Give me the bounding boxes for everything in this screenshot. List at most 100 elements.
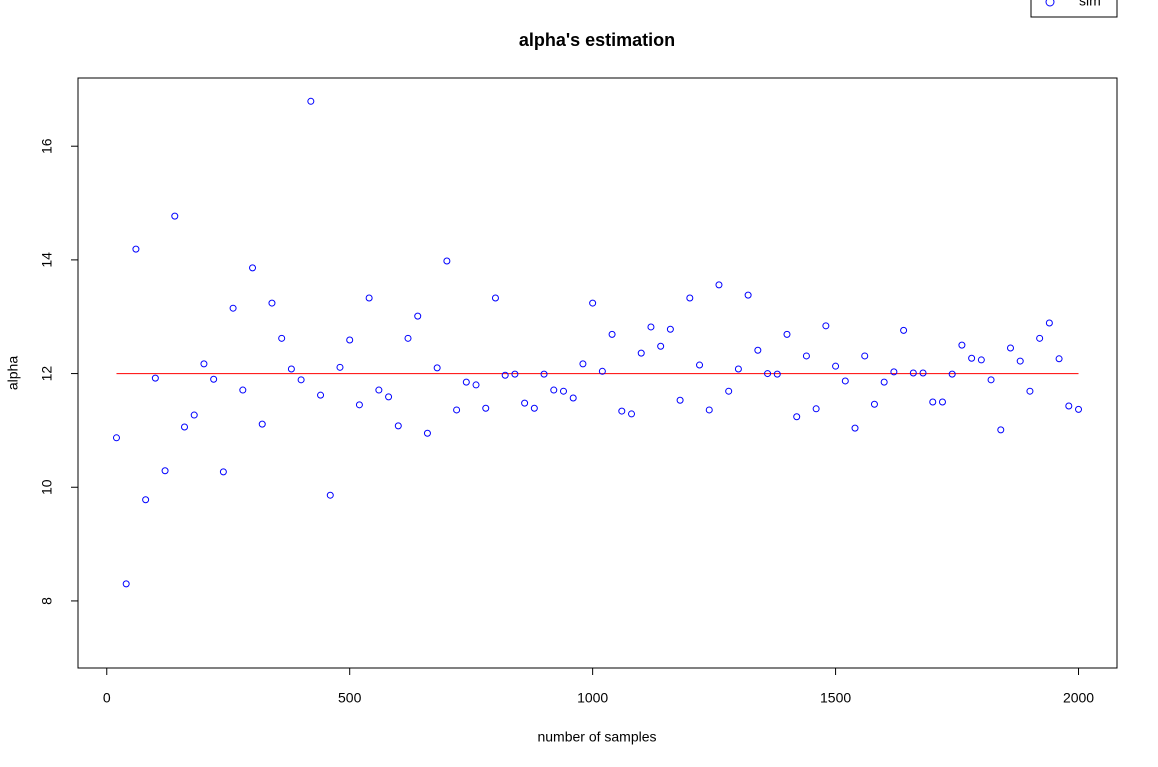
- point: [142, 496, 150, 504]
- point: [346, 336, 354, 344]
- point: [482, 404, 490, 412]
- point: [365, 294, 373, 302]
- point: [938, 398, 946, 406]
- point: [1026, 387, 1034, 395]
- point: [268, 299, 276, 307]
- point: [890, 368, 898, 376]
- point: [968, 354, 976, 362]
- point: [618, 407, 626, 415]
- point: [249, 264, 257, 272]
- point: [287, 365, 295, 373]
- chart-title: alpha's estimation: [519, 30, 675, 50]
- point: [501, 371, 509, 379]
- y-tick-label: 16: [39, 138, 55, 154]
- point: [841, 377, 849, 385]
- point: [705, 406, 713, 414]
- point: [715, 281, 723, 289]
- y-tick-label: 14: [39, 252, 55, 268]
- point: [948, 370, 956, 378]
- point: [880, 378, 888, 386]
- point: [802, 352, 810, 360]
- legend-box: [1030, 0, 1118, 18]
- point: [375, 386, 383, 394]
- point: [278, 334, 286, 342]
- point: [637, 349, 645, 357]
- point: [725, 387, 733, 395]
- point: [200, 360, 208, 368]
- point: [589, 299, 597, 307]
- point: [239, 386, 247, 394]
- point: [1045, 319, 1053, 327]
- point: [598, 367, 606, 375]
- point: [666, 325, 674, 333]
- point: [773, 370, 781, 378]
- point: [744, 291, 752, 299]
- point: [336, 363, 344, 371]
- point: [521, 399, 529, 407]
- point: [851, 424, 859, 432]
- point: [676, 396, 684, 404]
- point: [394, 422, 402, 430]
- y-tick-label: 12: [39, 366, 55, 382]
- legend-label: sim: [1079, 0, 1101, 9]
- point: [686, 294, 694, 302]
- point: [987, 376, 995, 384]
- point: [219, 468, 227, 476]
- point: [511, 370, 519, 378]
- point: [647, 323, 655, 331]
- y-tick-label: 10: [39, 479, 55, 495]
- point: [559, 387, 567, 395]
- point: [1075, 405, 1083, 413]
- point: [326, 491, 334, 499]
- point: [870, 400, 878, 408]
- point: [355, 401, 363, 409]
- point: [1055, 355, 1063, 363]
- x-axis-label: number of samples: [537, 729, 656, 745]
- point: [1006, 344, 1014, 352]
- point: [579, 360, 587, 368]
- point: [122, 580, 130, 588]
- point: [181, 423, 189, 431]
- point: [132, 245, 140, 253]
- point: [929, 398, 937, 406]
- point: [462, 378, 470, 386]
- point: [491, 294, 499, 302]
- x-tick-label: 1000: [577, 690, 608, 706]
- point: [997, 426, 1005, 434]
- point: [657, 342, 665, 350]
- x-tick-label: 500: [338, 690, 362, 706]
- point: [628, 410, 636, 418]
- point: [443, 257, 451, 265]
- point: [530, 404, 538, 412]
- point: [307, 97, 315, 105]
- point: [385, 393, 393, 401]
- point: [734, 365, 742, 373]
- y-axis-label: alpha: [5, 356, 21, 390]
- point: [404, 334, 412, 342]
- point: [540, 370, 548, 378]
- point: [229, 304, 237, 312]
- point: [977, 356, 985, 364]
- point: [909, 369, 917, 377]
- point: [832, 362, 840, 370]
- point: [112, 434, 120, 442]
- point: [433, 364, 441, 372]
- plot-box: [77, 77, 1118, 669]
- point: [190, 411, 198, 419]
- point: [754, 346, 762, 354]
- point: [550, 386, 558, 394]
- point: [783, 330, 791, 338]
- x-tick-label: 0: [103, 690, 111, 706]
- point: [1036, 334, 1044, 342]
- point: [472, 381, 480, 389]
- point: [171, 212, 179, 220]
- point: [812, 405, 820, 413]
- point: [297, 376, 305, 384]
- point: [453, 406, 461, 414]
- y-tick-label: 8: [39, 597, 55, 605]
- point: [1065, 402, 1073, 410]
- point: [958, 341, 966, 349]
- point: [317, 391, 325, 399]
